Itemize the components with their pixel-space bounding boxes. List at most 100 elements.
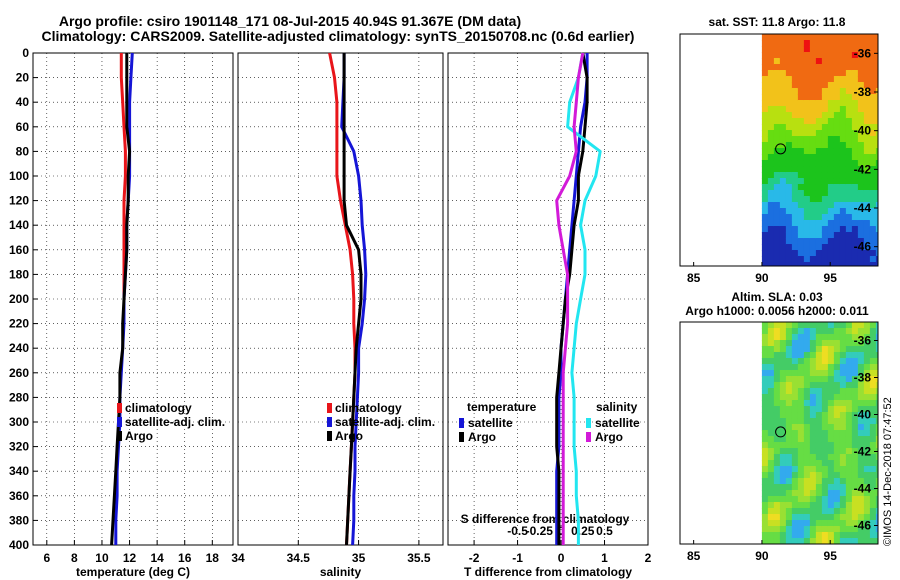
heatmap-cell [821,376,829,383]
heatmap-cell [851,412,859,419]
heatmap-cell [839,40,847,47]
heatmap-cell [785,106,793,113]
heatmap-cell [869,334,877,341]
heatmap-cell [821,442,829,449]
heatmap-cell [761,70,769,77]
heatmap-cell [827,160,835,167]
heatmap-cell [839,88,847,95]
heatmap-cell [845,406,853,413]
heatmap-cell [779,178,787,185]
heatmap-cell [845,232,853,239]
heatmap-cell [797,100,805,107]
heatmap-cell [857,364,865,371]
heatmap-cell [809,52,817,59]
heatmap-cell [821,184,829,191]
heatmap-cell [761,52,769,59]
heatmap-cell [845,58,853,65]
heatmap-cell [773,496,781,503]
heatmap-cell [761,400,769,407]
heatmap-cell [833,490,841,497]
heatmap-cell [803,358,811,365]
figure-title-line2: Climatology: CARS2009. Satellite-adjuste… [42,28,635,44]
heatmap-cell [845,472,853,479]
series-line-argo [110,53,132,546]
heatmap-cell [851,46,859,53]
heatmap-cell [797,454,805,461]
heatmap-cell [875,88,878,95]
heatmap-cell [797,166,805,173]
heatmap-cell [797,160,805,167]
heatmap-cell [833,112,841,119]
heatmap-cell [869,328,877,335]
heatmap-cell [839,382,847,389]
heatmap-cell [851,34,859,41]
heatmap-cell [869,100,877,107]
heatmap-cell [827,388,835,395]
heatmap-cell [767,94,775,101]
heatmap-cell [851,100,859,107]
x-tick-label: 95 [824,271,838,285]
heatmap-cell [857,334,865,341]
heatmap-cell [863,352,871,359]
heatmap-cell [863,472,871,479]
heatmap-cell [761,34,769,41]
heatmap-cell [773,232,781,239]
heatmap-cell [797,466,805,473]
sla-map-panel: 85 90 95-36-38-40-42-44-46 [679,321,879,563]
heatmap-cell [773,412,781,419]
heatmap-cell [845,364,853,371]
heatmap-cell [869,514,877,521]
heatmap-cell [797,178,805,185]
heatmap-cell [779,160,787,167]
heatmap-cell [779,196,787,203]
heatmap-cell [761,220,769,227]
heatmap-cell [857,448,865,455]
heatmap-cell [803,526,811,533]
heatmap-cell [839,166,847,173]
heatmap-cell [797,388,805,395]
legend-swatch [327,417,332,427]
heatmap-cell [863,220,871,227]
y-tick-label: -42 [854,445,872,459]
heatmap-cell [785,226,793,233]
heatmap-cell [803,238,811,245]
heatmap-cell [815,322,823,329]
heatmap-cell [845,502,853,509]
heatmap-cell [875,436,878,443]
heatmap-cell [827,538,835,544]
heatmap-cell [857,502,865,509]
heatmap-cell [803,496,811,503]
heatmap-cell [815,334,823,341]
heatmap-cell [779,262,787,266]
heatmap-cell [845,250,853,257]
heatmap-cell [839,250,847,257]
heatmap-cell [821,436,829,443]
heatmap-cell [875,358,878,365]
x-tick-label: 90 [755,271,769,285]
heatmap-cell [797,538,805,544]
heatmap-cell [827,364,835,371]
heatmap-cell [809,40,817,47]
heatmap-cell [815,430,823,437]
heatmap-cell [767,412,775,419]
heatmap-cell [857,88,865,95]
heatmap-cell [797,220,805,227]
heatmap-cell [857,238,865,245]
heatmap-cell [839,502,847,509]
heatmap-cell [857,112,865,119]
heatmap-cell [761,538,769,544]
heatmap-cell [857,40,865,47]
heatmap-cell [863,478,871,485]
heatmap-cell [785,196,793,203]
heatmap-cell [803,352,811,359]
heatmap-cell [821,88,829,95]
heatmap-cell [875,484,878,491]
heatmap-cell [869,202,877,209]
heatmap-cell [851,118,859,125]
heatmap-cell [845,508,853,515]
heatmap-cell [827,340,835,347]
heatmap-cell [815,232,823,239]
heatmap-cell [767,124,775,131]
heatmap-cell [839,466,847,473]
